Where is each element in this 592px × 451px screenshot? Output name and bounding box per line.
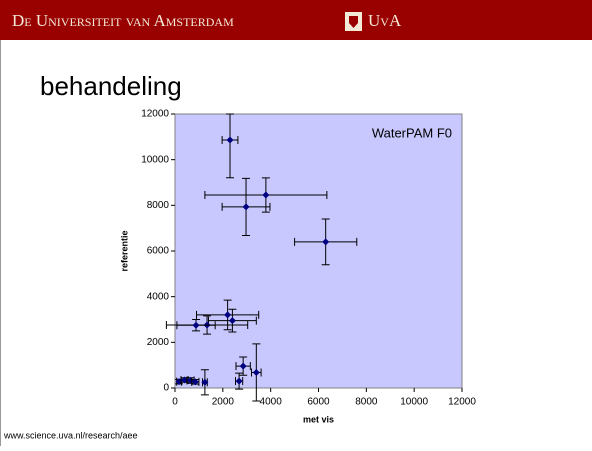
plot-area bbox=[174, 113, 463, 389]
point bbox=[228, 317, 236, 325]
point bbox=[191, 378, 199, 386]
header-university: De Universiteit van Amsterdam bbox=[12, 11, 234, 30]
point bbox=[242, 203, 250, 211]
point bbox=[252, 368, 260, 376]
y-tick-label: 4000 bbox=[147, 291, 170, 302]
point bbox=[262, 191, 270, 199]
logo bbox=[345, 12, 362, 31]
point bbox=[226, 136, 234, 144]
y-tick-label: 6000 bbox=[147, 246, 170, 257]
slide-title: behandeling bbox=[40, 71, 182, 101]
y-error-bar bbox=[226, 113, 235, 179]
x-tick-label: 6000 bbox=[307, 397, 330, 408]
y-tick-label: 8000 bbox=[147, 200, 170, 211]
x-tick-label: 8000 bbox=[355, 397, 378, 408]
x-tick-label: 0 bbox=[172, 397, 178, 408]
point bbox=[224, 311, 232, 319]
legend-entry: WaterPAM F0 bbox=[372, 125, 452, 140]
x-tick-label: 2000 bbox=[212, 397, 235, 408]
point bbox=[192, 321, 200, 329]
y-tick-label: 12000 bbox=[141, 109, 169, 120]
y-tick-label: 10000 bbox=[141, 154, 169, 165]
point bbox=[322, 238, 330, 246]
y-tick-label: 0 bbox=[163, 383, 169, 394]
point bbox=[235, 377, 243, 385]
x-tick-label: 4000 bbox=[260, 397, 283, 408]
point bbox=[181, 376, 189, 384]
header-bar bbox=[0, 0, 592, 40]
x-axis-label: met vis bbox=[303, 414, 334, 424]
header-short: UvA bbox=[368, 11, 402, 30]
x-tick-label: 10000 bbox=[400, 397, 428, 408]
y-tick-label: 2000 bbox=[147, 337, 170, 348]
point bbox=[239, 362, 247, 370]
point bbox=[201, 378, 209, 386]
x-tick-label: 12000 bbox=[448, 397, 476, 408]
footer: www.science.uva.nl/research/aee bbox=[3, 430, 138, 440]
y-axis-label: referentie bbox=[119, 230, 129, 271]
